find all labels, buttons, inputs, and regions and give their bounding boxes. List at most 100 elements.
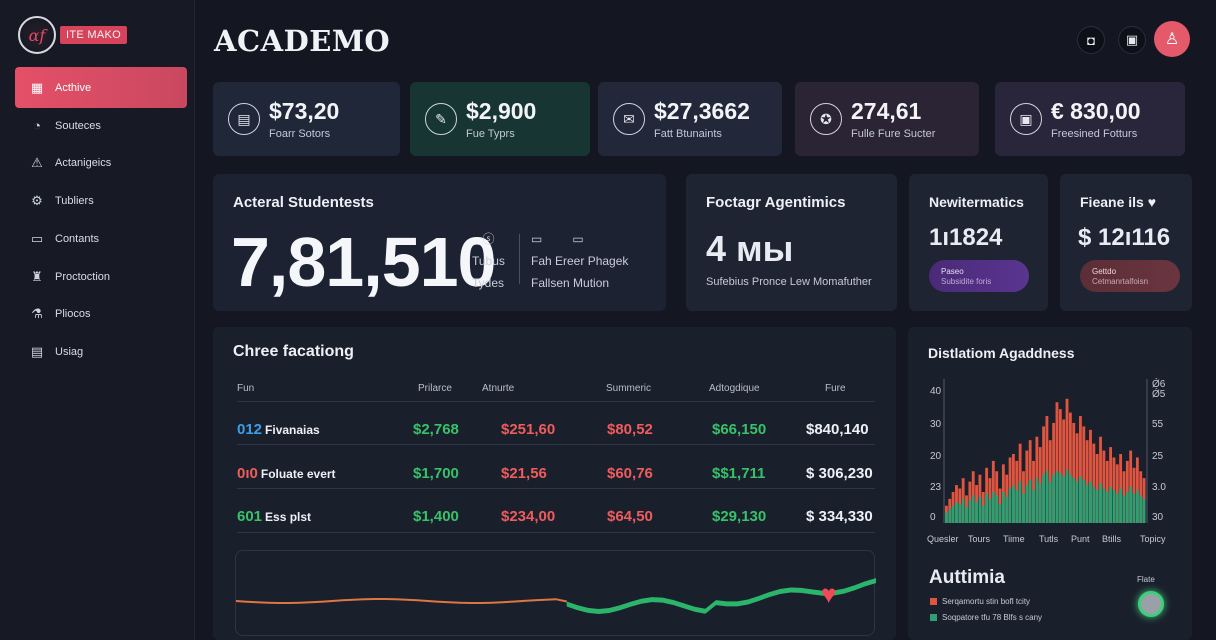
sparkline-panel: ♥ xyxy=(235,550,876,636)
table-cell: $60,76 xyxy=(607,464,653,482)
fieane-value: $ 12ı116 xyxy=(1078,224,1171,251)
table-cell: $29,130 xyxy=(712,508,767,525)
mattrics-card: Newitermatics 1ı1824 Paseo Subsidite for… xyxy=(909,174,1048,311)
document-icon: ▤ xyxy=(30,343,44,359)
table-cell: $1,700 xyxy=(413,464,459,482)
bar-series-b xyxy=(1058,472,1062,523)
sparkline-chart: ♥ xyxy=(235,578,876,614)
column-header[interactable]: Fure xyxy=(825,383,846,394)
bar-series-b xyxy=(1122,495,1126,523)
bar-series-b xyxy=(1005,497,1009,524)
y-tick-right: 30 xyxy=(1152,512,1164,523)
stat-card-0[interactable]: ▤ $73,20 Foarr Sotors xyxy=(213,82,400,156)
bar-series-b xyxy=(1045,471,1049,523)
sidebar-item-3[interactable]: ⚙ Tubliers xyxy=(15,181,187,221)
clock-icon: ◔ xyxy=(33,118,41,134)
column-header[interactable]: Summeric xyxy=(606,383,652,394)
bar-series-b xyxy=(1001,491,1005,523)
bar-series-a xyxy=(1129,450,1133,523)
sidebar-item-label: Tubliers xyxy=(55,195,94,208)
briefcase-icon: ▣ xyxy=(1010,103,1042,135)
bar-series-b xyxy=(1082,479,1086,524)
bar-series-b xyxy=(1132,493,1136,523)
table-cell: $80,52 xyxy=(607,421,653,438)
bar-series-b xyxy=(1055,471,1059,523)
envelope-icon: ✉ xyxy=(613,103,645,135)
column-header[interactable]: Fun xyxy=(237,383,255,394)
sidebar-item-0[interactable]: ▦ Acthive xyxy=(15,67,187,108)
column-header[interactable]: Atnurte xyxy=(482,383,515,394)
bar-series-b xyxy=(1102,488,1106,523)
stat-card-2[interactable]: ✉ $27,3662 Fatt Btunaints xyxy=(598,82,782,156)
bar-series-a xyxy=(1045,416,1049,523)
x-tick: Topicy xyxy=(1140,534,1166,544)
sidebar-item-7[interactable]: ▤ Usiag xyxy=(15,332,187,372)
bar-series-b xyxy=(951,505,955,523)
messages-button[interactable]: ▣ xyxy=(1118,26,1146,54)
column-header[interactable]: Prilarce xyxy=(418,383,452,394)
status-toggle[interactable] xyxy=(1138,591,1164,617)
mattrics-pill[interactable]: Paseo Subsidite foris xyxy=(929,260,1029,292)
table-card: Chree facationg Fun Prilarce Atnurte Summer… xyxy=(213,327,896,640)
stat-card-4[interactable]: ▣ € 830,00 Freesined Fotturs xyxy=(995,82,1185,156)
sidebar-item-4[interactable]: ▭ Contants xyxy=(15,219,187,259)
bar-series-a xyxy=(1082,426,1086,523)
table-cell: $64,50 xyxy=(607,508,653,525)
notifications-button[interactable]: ◘ xyxy=(1077,26,1105,54)
stat-value: $73,20 xyxy=(269,98,340,124)
bar-series-a xyxy=(1099,436,1102,523)
bar-series-b xyxy=(1072,478,1076,523)
fieane-pill[interactable]: Gettdo Cetmanrtalfoisn xyxy=(1080,260,1180,292)
agentimics-footer: Sufebius Pronce Lew Momafuther xyxy=(706,276,872,288)
sidebar-item-label: Acthive xyxy=(55,81,92,94)
brand[interactable]: αf ITE MAKO xyxy=(18,16,127,54)
table-row[interactable]: 012 Fivanaias $2,768 $251,60 $80,52 $66,150 $8… xyxy=(237,409,875,449)
table-cell: $251,60 xyxy=(501,421,556,438)
bar-series-b xyxy=(1115,493,1119,523)
bar-series-b xyxy=(1008,488,1012,523)
column-header[interactable]: Adtogdique xyxy=(709,383,760,394)
status-label: Flate xyxy=(1137,575,1155,584)
legend-label: Soqpatore tfu 78 Blfs s cany xyxy=(942,613,1043,622)
y-tick-right: 55 xyxy=(1152,419,1164,430)
bar-series-b xyxy=(998,504,1002,523)
students-col-2: ▭ ▭ Fah Ereer Phagek Fallsen Mution xyxy=(531,228,628,294)
avatar[interactable]: ♙ xyxy=(1154,21,1190,57)
grid-icon: ▦ xyxy=(30,79,44,95)
table-cell: $66,150 xyxy=(712,421,767,438)
bar-series-b xyxy=(1022,493,1025,523)
sidebar-item-6[interactable]: ⚗ Pliocos xyxy=(15,294,187,334)
table-row[interactable]: 0ı0 Foluate evert $1,700 $21,56 $60,76 $$1,71… xyxy=(237,453,875,493)
legend-swatch xyxy=(930,598,937,605)
bar-series-b xyxy=(1052,474,1056,523)
table-row[interactable]: 601 Ess plst $1,400 $234,00 $64,50 $29,130 $ 3… xyxy=(237,496,875,536)
sidebar-item-1[interactable]: ◔ Souteces xyxy=(15,106,187,146)
students-col1-line1: Tubus xyxy=(472,254,505,268)
bar-series-b xyxy=(1042,474,1045,523)
sidebar-nav: ▦ Acthive ◔ Souteces ⚠ Actanigeics ⚙ Tubliers ▭ C… xyxy=(15,67,187,370)
sidebar-item-2[interactable]: ⚠ Actanigeics xyxy=(15,143,187,183)
legend-item: Serqamortu stin bofl tcity xyxy=(930,597,1030,606)
bar-series-b xyxy=(978,497,982,524)
stat-label: Fulle Fure Sucter xyxy=(851,128,936,140)
bar-series-b xyxy=(1038,483,1042,523)
table-cell: $21,56 xyxy=(501,464,547,482)
y-tick-left: 20 xyxy=(930,451,942,462)
bar-series-b xyxy=(1095,490,1099,523)
calendar-icon: ▤ xyxy=(228,103,260,135)
bar-series-b xyxy=(1015,490,1019,523)
mattrics-value: 1ı1824 xyxy=(929,224,1003,251)
bar-series-b xyxy=(971,495,975,523)
bar-series-a xyxy=(1065,398,1069,523)
x-tick: Tiime xyxy=(1003,534,1025,544)
stat-label: Fue Typrs xyxy=(466,128,515,140)
bar-series-a xyxy=(1072,422,1076,523)
stat-card-3[interactable]: ✪ 274,61 Fulle Fure Sucter xyxy=(795,82,979,156)
stat-card-1[interactable]: ✎ $2,900 Fue Typrs xyxy=(410,82,590,156)
students-col2-line1: Fah Ereer Phagek xyxy=(531,254,629,268)
y-tick-left: 30 xyxy=(930,419,942,430)
x-tick: Tours xyxy=(968,534,991,544)
bar-series-b xyxy=(948,509,952,523)
bar-series-b xyxy=(1065,469,1069,523)
sidebar-item-5[interactable]: ♜ Proctoction xyxy=(15,257,187,297)
